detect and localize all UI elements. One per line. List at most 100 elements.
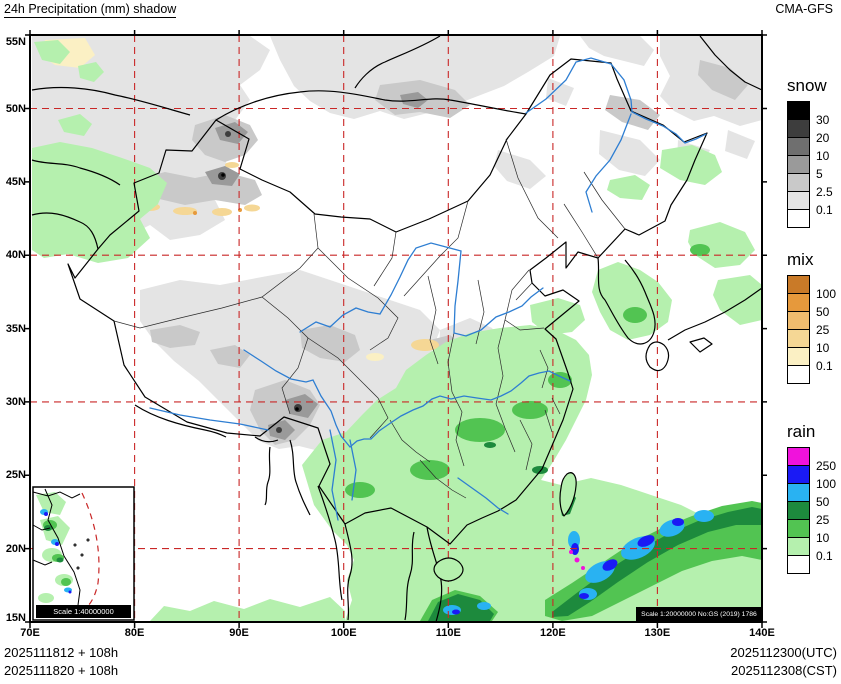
mongolia-russia-border — [215, 35, 527, 121]
precip-blob — [512, 401, 548, 419]
precip-blob — [68, 590, 72, 594]
legend-swatch — [787, 137, 810, 156]
lon-tick-label: 140E — [749, 627, 775, 639]
lon-tick-label: 110E — [435, 627, 461, 639]
precip-blob — [452, 609, 460, 615]
inset-scale-badge: Scale 1:40000000 — [36, 605, 131, 618]
rain-field-magenta — [569, 550, 585, 570]
china-border — [67, 58, 708, 545]
precip-blob — [581, 566, 585, 570]
precip-blob — [599, 130, 660, 176]
init-time-cst: 2025111820 + 108h — [4, 663, 119, 678]
legend-mix: mix 100 50 25 10 0.1 — [787, 250, 836, 384]
precip-blob — [569, 550, 573, 554]
lat-tick-label: 30N — [5, 395, 26, 408]
precip-blob — [55, 542, 59, 546]
central-asia-borders — [31, 86, 191, 250]
inset-island — [76, 566, 80, 570]
legend-rain-title: rain — [787, 422, 816, 441]
yellow-river — [299, 242, 544, 337]
precip-blob — [150, 597, 345, 621]
precip-blob — [725, 130, 755, 159]
precip-blob — [580, 36, 654, 66]
lat-tick-label: 35N — [5, 322, 26, 335]
rain-field-blue — [452, 518, 684, 615]
precip-blob — [221, 173, 225, 177]
legend-swatch — [787, 209, 810, 228]
legend-value: 0.1 — [816, 358, 833, 373]
precip-blob — [552, 507, 762, 617]
korea-coast — [597, 257, 656, 345]
lon-tick-label: 100E — [330, 627, 357, 639]
taiwan-island — [559, 472, 577, 517]
precip-blob — [602, 559, 618, 571]
precip-blob — [366, 353, 384, 361]
legend-snow: snow 30 20 10 5 2.5 0.1 — [787, 76, 833, 228]
lat-tick-label: 50N — [5, 102, 26, 115]
precip-blob — [56, 557, 64, 563]
page-title: 24h Precipitation (mm) shadow — [4, 2, 177, 18]
precip-blob — [455, 418, 505, 442]
inset-nine-dash-line — [81, 492, 100, 607]
pearl-river — [457, 477, 509, 515]
legend-swatch — [787, 501, 810, 520]
precip-blob — [579, 593, 589, 599]
legend-swatch — [787, 155, 810, 174]
legend-value: 30 — [816, 112, 830, 127]
top-ticks — [29, 30, 763, 35]
valid-time-utc: 2025112300(UTC) — [730, 645, 837, 660]
precip-blob — [411, 339, 439, 351]
legend-swatch — [787, 537, 810, 556]
lon-tick-label: 70E — [20, 627, 40, 639]
legend-value: 250 — [816, 458, 837, 473]
legend-swatch — [787, 483, 810, 502]
yangtze-river — [243, 349, 571, 448]
precip-blob — [210, 345, 250, 368]
grid-lines — [30, 35, 762, 622]
legend-swatch — [787, 275, 810, 294]
legend-value: 5 — [816, 166, 823, 181]
valid-time-cst: 2025112308(CST) — [731, 663, 837, 678]
legend-mix-title: mix — [787, 250, 814, 269]
precip-blob — [694, 510, 714, 522]
legend-swatch — [787, 329, 810, 348]
inset-island — [80, 553, 84, 557]
country-boundaries — [31, 35, 762, 622]
precip-blob — [532, 466, 548, 474]
lat-tick-label: 40N — [5, 249, 26, 262]
inset-map — [32, 486, 135, 621]
precip-blob — [690, 244, 710, 256]
legend-swatch — [787, 293, 810, 312]
legend-value: 100 — [816, 476, 837, 491]
legend-swatch — [787, 191, 810, 210]
bottom-ticks — [29, 622, 763, 628]
songhua-river — [585, 113, 632, 213]
inset-coastlines — [32, 488, 90, 606]
legend-value: 20 — [816, 130, 830, 145]
lon-tick-label: 80E — [124, 627, 145, 639]
lat-tick-label: 55N — [5, 36, 26, 48]
precip-blob — [58, 114, 92, 136]
init-time-utc: 2025111812 + 108h — [4, 645, 119, 660]
precip-blob — [688, 222, 755, 268]
snow-core-black — [221, 173, 299, 411]
precip-blob — [61, 578, 71, 586]
map-scale-badge: Scale 1:20000000 No:GS (2019) 1786 — [636, 607, 762, 621]
mix-field-tan — [140, 162, 462, 362]
precip-blob — [548, 372, 572, 388]
legend-value: 10 — [816, 340, 830, 355]
graticule-grid — [30, 35, 762, 622]
precip-blob — [140, 270, 440, 451]
precip-blob — [34, 40, 70, 64]
legend-value: 50 — [816, 304, 830, 319]
amur-river — [525, 57, 707, 144]
legend-value: 10 — [816, 148, 830, 163]
precip-blob — [300, 325, 360, 362]
japan-coast — [645, 287, 762, 372]
legend-snow-bar: 30 20 10 5 2.5 0.1 — [787, 101, 833, 228]
legend-value: 50 — [816, 494, 830, 509]
inset-island — [86, 538, 90, 542]
axis-ticks — [25, 30, 767, 628]
